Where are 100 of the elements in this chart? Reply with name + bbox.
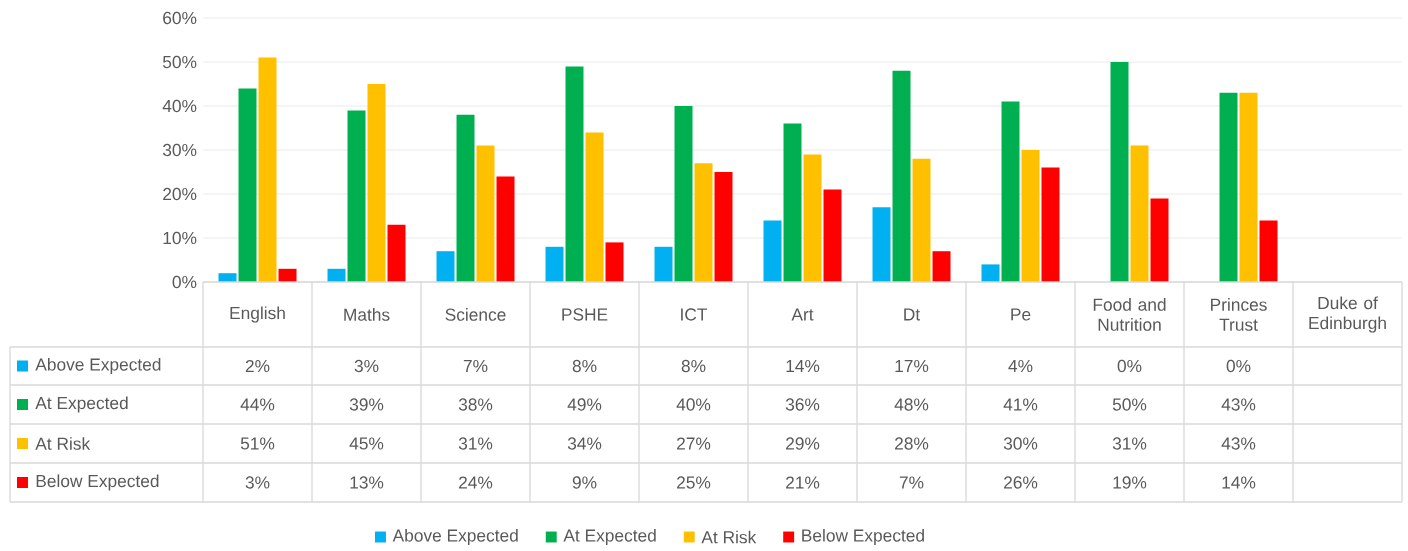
data-label: 50% — [1112, 398, 1147, 411]
bar — [1110, 62, 1129, 282]
x-tick-label: Food and Nutrition — [1093, 298, 1166, 331]
data-label: 8% — [681, 359, 706, 373]
bar — [1150, 198, 1169, 282]
data-label: 41% — [1003, 398, 1038, 411]
bar — [1021, 150, 1040, 282]
data-label: 7% — [899, 476, 924, 489]
bar — [714, 172, 733, 282]
legend-label: At Expected — [35, 396, 128, 413]
data-label: 36% — [785, 398, 820, 411]
bar — [872, 207, 891, 282]
bar — [1130, 145, 1149, 282]
data-label: 49% — [567, 398, 602, 411]
bar — [654, 246, 673, 282]
x-tick-label: Pe — [1011, 308, 1031, 321]
data-label: 31% — [458, 437, 493, 450]
bar — [327, 268, 346, 282]
data-label: 38% — [458, 398, 493, 411]
x-tick-label: Science — [445, 308, 506, 321]
bar — [387, 224, 406, 282]
data-label: 51% — [240, 437, 275, 450]
data-label: 39% — [349, 398, 384, 411]
bar — [1041, 167, 1060, 282]
bar — [783, 123, 802, 282]
bar — [1259, 220, 1278, 282]
data-label: 3% — [354, 359, 379, 373]
bar — [981, 264, 1000, 282]
x-tick-label: Maths — [344, 308, 390, 321]
bar — [605, 242, 624, 282]
x-tick-label: Duke of Edinburgh — [1309, 296, 1386, 333]
data-label: 9% — [572, 476, 597, 489]
bar — [1219, 92, 1238, 282]
bar — [347, 110, 366, 282]
x-tick-label: English — [230, 306, 285, 323]
y-tick-label: 10% — [163, 231, 197, 245]
bar — [367, 84, 386, 282]
data-label: 28% — [895, 437, 929, 450]
x-tick-label: Princes Trust — [1211, 298, 1267, 331]
data-label: 14% — [786, 359, 820, 373]
data-label: 14% — [1222, 476, 1256, 489]
y-tick-label: 20% — [163, 187, 197, 201]
legend-label: At Risk — [35, 437, 91, 450]
bar — [456, 114, 475, 282]
data-label: 29% — [786, 437, 820, 450]
data-label: 3% — [245, 476, 270, 489]
bar — [585, 132, 604, 282]
data-label: 8% — [572, 359, 597, 373]
y-tick-label: 30% — [162, 143, 197, 157]
data-label: 21% — [786, 476, 820, 489]
data-label: 34% — [567, 437, 602, 450]
data-label: 43% — [1221, 398, 1256, 411]
data-label: 25% — [677, 476, 711, 489]
bar — [496, 176, 515, 282]
y-tick-label: 0% — [172, 275, 197, 289]
bar — [218, 273, 237, 282]
legend-label: Above Expected — [35, 357, 161, 375]
data-label: 26% — [1004, 476, 1038, 489]
bar — [892, 70, 911, 282]
bar — [238, 88, 257, 282]
data-label: 19% — [1113, 476, 1147, 489]
data-label: 4% — [1008, 359, 1033, 373]
bar — [1001, 101, 1020, 282]
bar — [436, 251, 455, 282]
bar — [823, 189, 842, 282]
x-tick-label: Dt — [904, 308, 921, 321]
x-tick-label: ICT — [681, 308, 708, 321]
data-label: 24% — [459, 476, 493, 489]
bar — [1239, 92, 1258, 282]
x-tick-label: PSHE — [562, 308, 608, 321]
data-label: 44% — [240, 398, 275, 411]
text: At Risk — [701, 530, 757, 544]
data-label: 7% — [463, 359, 488, 373]
bar — [476, 145, 495, 282]
data-label: 17% — [895, 359, 929, 373]
bar — [565, 66, 584, 282]
bar — [932, 251, 951, 282]
y-tick-label: 50% — [162, 55, 197, 69]
data-label: 30% — [1003, 437, 1038, 450]
bar — [763, 220, 782, 282]
data-label: 48% — [894, 398, 929, 411]
x-tick-label: Art — [791, 308, 814, 321]
data-label: 40% — [676, 398, 711, 411]
data-label: 27% — [677, 437, 711, 450]
y-tick-label: 40% — [162, 99, 197, 113]
bar — [278, 268, 297, 282]
data-label: 0% — [1226, 359, 1251, 373]
data-label: 43% — [1221, 437, 1256, 450]
data-label: 0% — [1117, 359, 1142, 373]
data-label: 31% — [1112, 437, 1147, 450]
bar — [803, 154, 822, 282]
data-label: 13% — [350, 476, 384, 489]
bar — [694, 163, 713, 282]
text: At Expected — [563, 528, 656, 546]
y-tick-label: 60% — [163, 11, 197, 25]
text: Above Expected — [392, 528, 518, 546]
legend-label: Below Expected — [36, 474, 159, 491]
data-label: 45% — [349, 437, 384, 450]
data-label: 2% — [245, 359, 270, 373]
bar — [258, 57, 277, 282]
